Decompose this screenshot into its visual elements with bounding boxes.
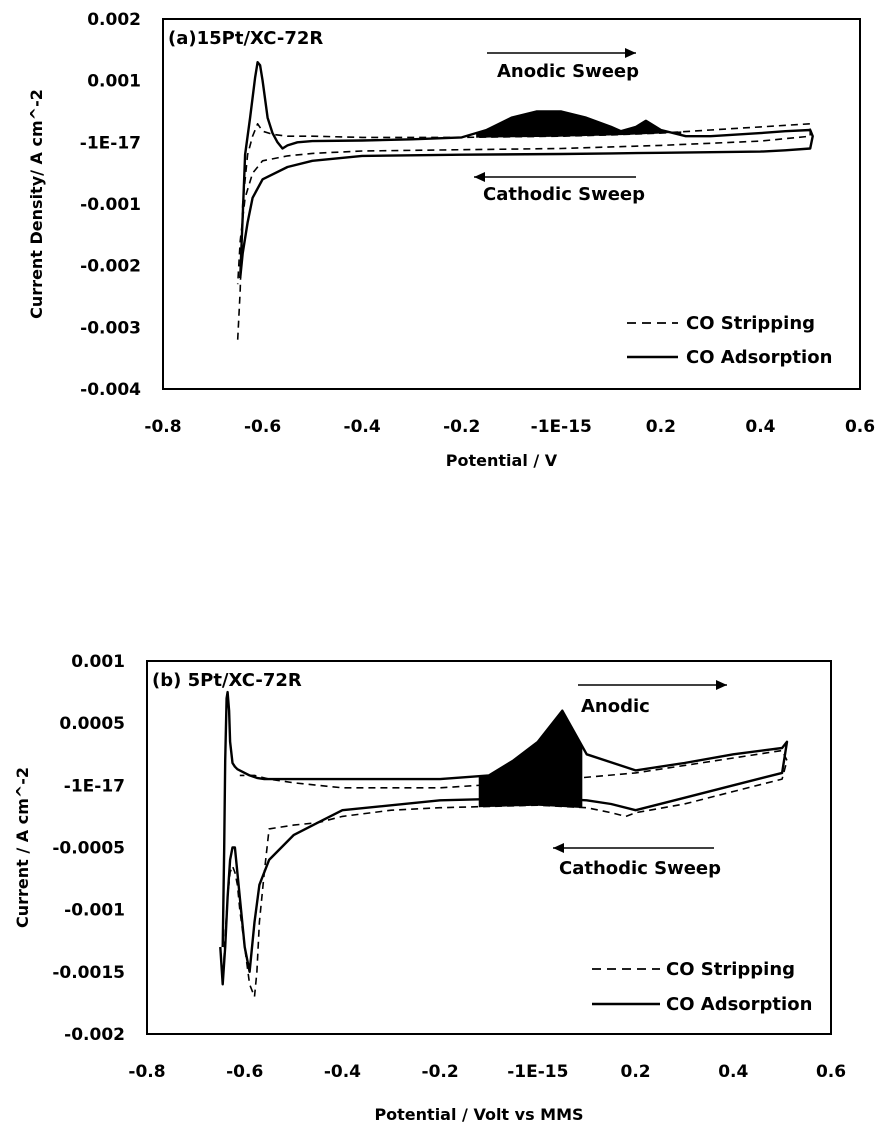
x-tick-label: 0.4	[718, 1062, 748, 1082]
legend-entry: CO Stripping	[666, 959, 795, 980]
y-tick-label: -0.004	[80, 380, 141, 400]
y-tick-label: -0.002	[80, 257, 141, 277]
arrow-head-icon	[474, 172, 485, 182]
y-tick-label: -1E-17	[80, 133, 141, 153]
x-tick-label: 0.6	[816, 1062, 846, 1082]
anodic-sweep-label: Anodic	[581, 696, 650, 717]
x-tick-label: 0.4	[745, 417, 775, 437]
y-tick-label: -0.002	[64, 1025, 125, 1045]
x-tick-label: -0.2	[443, 417, 480, 437]
co-oxidation-peak-fill	[478, 709, 583, 808]
x-tick-label: -0.4	[324, 1062, 361, 1082]
series-co-stripping-line	[236, 123, 811, 340]
arrow-head-icon	[625, 48, 636, 58]
y-axis-title: Current / A cm^-2	[13, 767, 32, 928]
x-tick-label: 0.2	[621, 1062, 651, 1082]
legend-entry: CO Adsorption	[666, 994, 812, 1015]
legend-entry: CO Adsorption	[686, 347, 832, 368]
series-co-adsorption-line	[239, 61, 814, 279]
x-tick-label: -0.4	[344, 417, 381, 437]
y-tick-label: -1E-17	[64, 776, 125, 796]
x-axis-title: Potential / Volt vs MMS	[374, 1105, 583, 1124]
cathodic-sweep-label: Cathodic Sweep	[483, 184, 645, 205]
y-tick-label: -0.0015	[52, 963, 125, 983]
y-axis-title: Current Density/ A cm^-2	[27, 89, 46, 319]
chart-panel-a: 0.002 0.001 -1E-17 -0.001 -0.002 -0.003 -0.004…	[27, 10, 875, 470]
panel-label: (b) 5Pt/XC-72R	[152, 670, 302, 691]
x-tick-label: -0.6	[226, 1062, 263, 1082]
x-tick-label: -0.2	[422, 1062, 459, 1082]
panel-label: (a)15Pt/XC-72R	[168, 28, 323, 49]
x-tick-label: -0.8	[128, 1062, 165, 1082]
arrow-head-icon	[553, 843, 564, 853]
x-tick-label: -0.8	[144, 417, 181, 437]
series-co-adsorption-line	[219, 690, 789, 986]
legend-entry: CO Stripping	[686, 313, 815, 334]
plot-frame	[162, 18, 861, 390]
chart-panel-b: 0.001 0.0005 -1E-17 -0.0005 -0.001 -0.0015 -0.…	[13, 652, 846, 1124]
x-tick-label: -0.6	[244, 417, 281, 437]
x-axis-title: Potential / V	[446, 451, 558, 470]
anodic-sweep-label: Anodic Sweep	[497, 61, 639, 82]
y-tick-label: 0.001	[87, 72, 141, 92]
y-tick-label: 0.0005	[59, 714, 125, 734]
x-tick-label: 0.2	[646, 417, 676, 437]
plot-frame	[146, 660, 832, 1035]
y-tick-label: 0.001	[71, 652, 125, 672]
arrow-head-icon	[716, 680, 727, 690]
y-tick-label: -0.001	[80, 195, 141, 215]
y-tick-label: 0.002	[87, 10, 141, 30]
x-tick-label: -1E-15	[531, 417, 592, 437]
y-tick-label: -0.0005	[52, 839, 125, 859]
cathodic-sweep-label: Cathodic Sweep	[559, 858, 721, 879]
y-tick-label: -0.001	[64, 901, 125, 921]
x-tick-label: -1E-15	[507, 1062, 568, 1082]
y-tick-label: -0.003	[80, 318, 141, 338]
x-tick-label: 0.6	[845, 417, 875, 437]
